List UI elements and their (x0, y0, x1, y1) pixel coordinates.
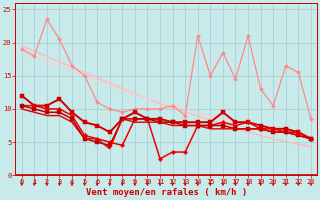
X-axis label: Vent moyen/en rafales ( km/h ): Vent moyen/en rafales ( km/h ) (86, 188, 247, 197)
